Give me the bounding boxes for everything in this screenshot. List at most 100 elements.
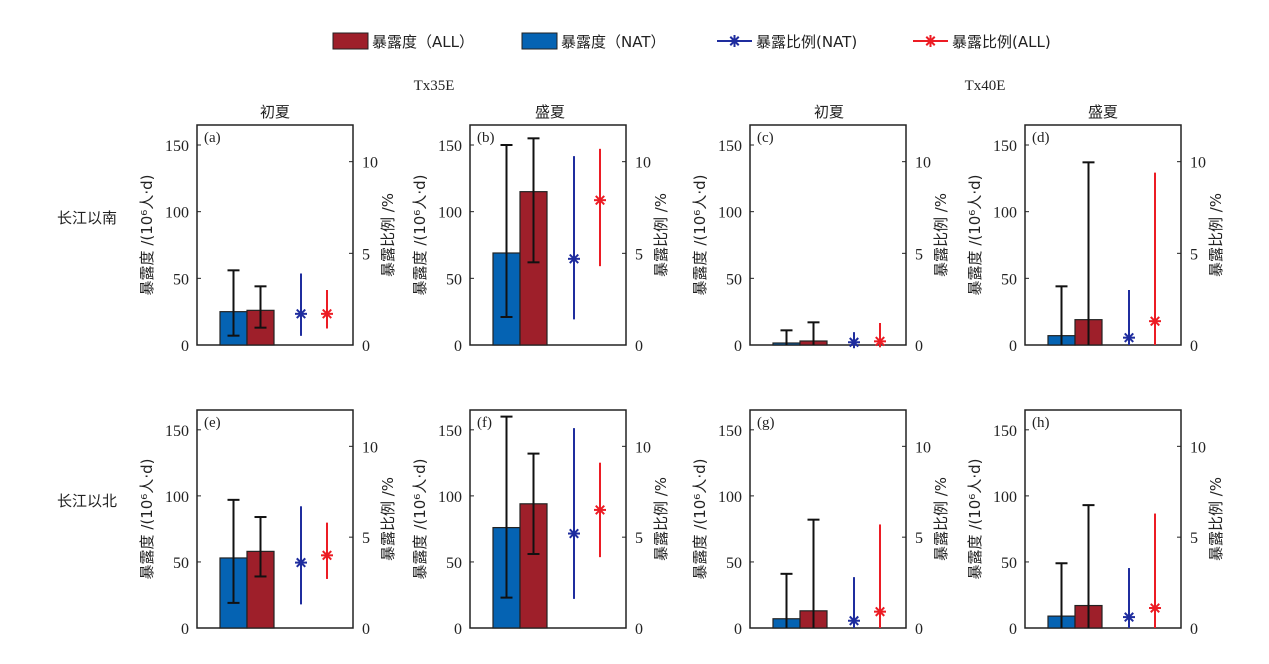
y-tick-label: 100 (718, 489, 742, 506)
legend-swatch (521, 32, 558, 50)
y2-axis-label: 暴露比例 /% (652, 477, 670, 561)
y-tick-label: 50 (726, 271, 742, 288)
y-tick-label: 0 (1009, 621, 1017, 638)
star-stroke (1150, 316, 1160, 327)
star-stroke (1124, 612, 1134, 623)
star-stroke (875, 336, 885, 347)
y-tick-label: 100 (993, 205, 1017, 222)
y-tick-label: 100 (165, 205, 189, 222)
legend-label: 暴露比例(ALL) (952, 33, 1051, 51)
ratio-nat-marker (295, 556, 307, 569)
ratio-all-marker (321, 549, 333, 562)
star-stroke (595, 504, 605, 515)
y2-tick-label: 5 (362, 530, 370, 547)
y-tick-label: 0 (454, 621, 462, 638)
headers: Tx35E Tx40E 长江以南 长江以北 (57, 78, 1005, 510)
star-stroke (849, 337, 859, 348)
column-title-0: 初夏 (260, 103, 290, 121)
y2-tick-label: 10 (362, 155, 378, 172)
row-title-north: 长江以北 (57, 492, 117, 510)
axes-frame (469, 124, 627, 346)
y2-tick-label: 10 (1190, 155, 1206, 172)
star-stroke (849, 615, 859, 626)
ratio-all-marker (321, 307, 333, 320)
star-stroke (296, 557, 306, 568)
panel-d: (d) 0 50 100 150 0 5 10 暴露度 /(10⁶人·d) 暴露比例 /% (966, 124, 1225, 355)
star-stroke (729, 36, 740, 46)
y-tick-label: 50 (173, 271, 189, 288)
axes-frame (1024, 124, 1182, 346)
group-title-tx35e: Tx35E (414, 78, 455, 94)
y2-axis-label: 暴露比例 /% (932, 193, 950, 277)
y-tick-label: 150 (993, 423, 1017, 440)
legend-item-0: 暴露度（ALL） (332, 32, 474, 51)
y2-tick-label: 0 (362, 621, 370, 638)
y-tick-label: 50 (446, 271, 462, 288)
y2-tick-label: 10 (915, 155, 931, 172)
y-tick-label: 100 (718, 205, 742, 222)
y-tick-label: 100 (438, 489, 462, 506)
star-stroke (322, 550, 332, 561)
star-stroke (925, 36, 936, 46)
y-tick-label: 50 (726, 555, 742, 572)
y-tick-label: 0 (181, 338, 189, 355)
y2-tick-label: 0 (362, 338, 370, 355)
ratio-all-marker (594, 503, 606, 516)
y2-axis-label: 暴露比例 /% (1207, 477, 1225, 561)
star-stroke (569, 253, 579, 264)
ratio-all-marker (594, 194, 606, 207)
y-tick-label: 0 (181, 621, 189, 638)
ratio-nat-marker (848, 614, 860, 627)
y-axis-label: 暴露度 /(10⁶人·d) (691, 175, 709, 296)
y-axis-label: 暴露度 /(10⁶人·d) (138, 175, 156, 296)
y-axis-label: 暴露度 /(10⁶人·d) (966, 459, 984, 580)
star-stroke (569, 528, 579, 539)
panel-label: (b) (477, 130, 495, 146)
y2-tick-label: 10 (362, 439, 378, 456)
legend-label: 暴露度（ALL） (372, 33, 474, 51)
y2-tick-label: 5 (635, 246, 643, 263)
ratio-nat-marker (1123, 331, 1135, 344)
legend-label: 暴露度（NAT） (561, 33, 665, 51)
group-title-tx40e: Tx40E (965, 78, 1006, 94)
panel-label: (d) (1032, 130, 1050, 146)
panel-label: (g) (757, 415, 775, 431)
legend-marker (728, 35, 741, 47)
y2-axis-label: 暴露比例 /% (379, 477, 397, 561)
legend-marker (924, 35, 937, 47)
axes-frame (196, 409, 354, 629)
star-stroke (595, 195, 605, 206)
panel-h: (h) 0 50 100 150 0 5 10 暴露度 /(10⁶人·d) 暴露比例 /% (966, 409, 1225, 638)
y-tick-label: 0 (454, 338, 462, 355)
y2-tick-label: 0 (1190, 338, 1198, 355)
y-axis-label: 暴露度 /(10⁶人·d) (966, 175, 984, 296)
legend-label: 暴露比例(NAT) (756, 33, 857, 51)
y-tick-label: 150 (718, 138, 742, 155)
legend-item-3: 暴露比例(ALL) (913, 33, 1051, 51)
y-tick-label: 150 (718, 423, 742, 440)
axes-frame (1024, 409, 1182, 629)
y-tick-label: 150 (993, 138, 1017, 155)
y-tick-label: 50 (1001, 271, 1017, 288)
column-title-3: 盛夏 (1088, 103, 1118, 121)
y-tick-label: 100 (993, 489, 1017, 506)
ratio-nat-marker (1123, 611, 1135, 624)
y-tick-label: 0 (734, 338, 742, 355)
axes-frame (196, 124, 354, 346)
y2-tick-label: 0 (915, 338, 923, 355)
legend-item-2: 暴露比例(NAT) (717, 33, 857, 51)
y-axis-label: 暴露度 /(10⁶人·d) (411, 175, 429, 296)
panel-label: (h) (1032, 415, 1050, 431)
column-title-2: 初夏 (814, 103, 844, 121)
y-tick-label: 100 (165, 489, 189, 506)
y2-tick-label: 10 (915, 439, 931, 456)
y2-tick-label: 5 (915, 530, 923, 547)
y2-tick-label: 0 (1190, 621, 1198, 638)
panel-c: (c) 0 50 100 150 0 5 10 暴露度 /(10⁶人·d) 暴露比例 /% (691, 124, 950, 355)
y-tick-label: 50 (1001, 555, 1017, 572)
y2-tick-label: 10 (1190, 439, 1206, 456)
star-stroke (875, 606, 885, 617)
legend-swatch (332, 32, 369, 50)
legend-item-1: 暴露度（NAT） (521, 32, 665, 51)
